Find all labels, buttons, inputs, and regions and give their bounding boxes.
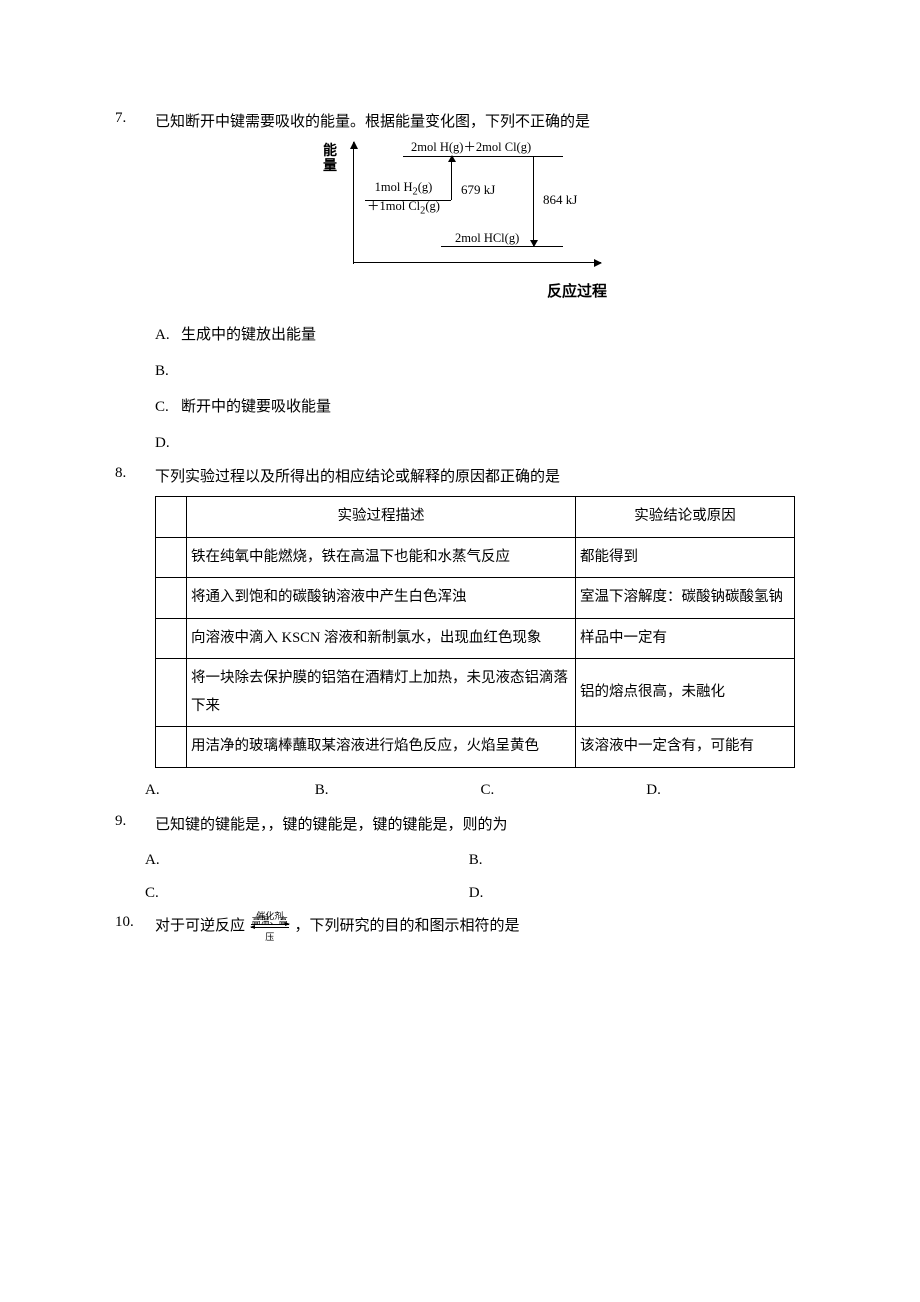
table-row: 用洁净的玻璃棒蘸取某溶液进行焰色反应，火焰呈黄色 该溶液中一定含有，可能有 — [156, 727, 795, 768]
level-top-label: 2mol H(g)＋2mol Cl(g) — [411, 140, 531, 155]
table-header-row: 实验过程描述 实验结论或原因 — [156, 497, 795, 538]
level-bottom — [441, 246, 563, 247]
q7-opt-d: D. — [155, 425, 805, 461]
arrow-864 — [533, 156, 534, 246]
q8-table: 实验过程描述 实验结论或原因 铁在纯氧中能燃烧，铁在高温下也能和水蒸气反应 都能… — [155, 496, 795, 768]
level-top — [403, 156, 563, 157]
q8-opt-a: A. — [145, 774, 311, 807]
q8-opt-c: C. — [481, 774, 643, 807]
q10-number: 10. — [115, 914, 155, 940]
q9-options-2: C. D. — [115, 877, 805, 910]
table-row: 向溶液中滴入 KSCN 溶液和新制氯水，出现血红色现象 样品中一定有 — [156, 618, 795, 659]
q9-opt-b: B. — [469, 844, 789, 877]
arrow-bottom-label: 高温、高压 — [249, 914, 291, 945]
q7-options: A.生成中的键放出能量 B. C.断开中的键要吸收能量 D. — [115, 317, 805, 461]
table-row: 将通入到饱和的碳酸钠溶液中产生白色浑浊 室温下溶解度：碳酸钠碳酸氢钠 — [156, 578, 795, 619]
q8-number: 8. — [115, 465, 155, 491]
th-0 — [156, 497, 187, 538]
level-mid-label: 1mol H2(g)＋1mol Cl2(g) — [367, 180, 440, 218]
q7-opt-b: B. — [155, 353, 805, 389]
arrow-864-value: 864 kJ — [543, 192, 577, 208]
q9-options: A. B. — [115, 844, 805, 877]
q7-opt-c: C.断开中的键要吸收能量 — [155, 389, 805, 425]
q10-stem: 对于可逆反应 催化剂 高温、高压 ，下列研究的目的和图示相符的是 — [155, 914, 805, 940]
q10-stem-prefix: 对于可逆反应 — [155, 918, 249, 934]
table-row: 将一块除去保护膜的铝箔在酒精灯上加热，未见液态铝滴落下来 铝的熔点很高，未融化 — [156, 659, 795, 727]
q9-opt-c: C. — [145, 877, 465, 910]
th-2: 实验结论或原因 — [576, 497, 795, 538]
q8-stem: 下列实验过程以及所得出的相应结论或解释的原因都正确的是 — [155, 465, 805, 491]
x-axis-label: 反应过程 — [547, 280, 607, 301]
q10-stem-suffix: ，下列研究的目的和图示相符的是 — [295, 918, 520, 934]
arrow-679-value: 679 kJ — [461, 182, 495, 198]
q9-stem: 已知键的键能是，，键的键能是，键的键能是，则的为 — [155, 813, 805, 839]
q9-opt-d: D. — [469, 877, 789, 910]
reversible-arrow-icon: 催化剂 高温、高压 — [249, 915, 291, 939]
q8-answers: A. B. C. D. — [115, 774, 805, 807]
y-axis — [353, 142, 354, 264]
q8-opt-d: D. — [646, 774, 661, 807]
x-axis — [353, 262, 601, 263]
table-row: 铁在纯氧中能燃烧，铁在高温下也能和水蒸气反应 都能得到 — [156, 537, 795, 578]
q8-opt-b: B. — [315, 774, 477, 807]
q7-stem: 已知断开中键需要吸收的能量。根据能量变化图，下列不正确的是 — [155, 110, 805, 136]
th-1: 实验过程描述 — [187, 497, 576, 538]
q7-opt-a: A.生成中的键放出能量 — [155, 317, 805, 353]
q9-opt-a: A. — [145, 844, 465, 877]
y-axis-label: 能量 — [323, 144, 337, 175]
level-bottom-label: 2mol HCl(g) — [455, 231, 519, 246]
q7-diagram: 能量 反应过程 2mol H(g)＋2mol Cl(g) 1mol H2(g)＋… — [115, 142, 805, 307]
q7-number: 7. — [115, 110, 155, 136]
arrow-679 — [451, 156, 452, 200]
q9-number: 9. — [115, 813, 155, 839]
